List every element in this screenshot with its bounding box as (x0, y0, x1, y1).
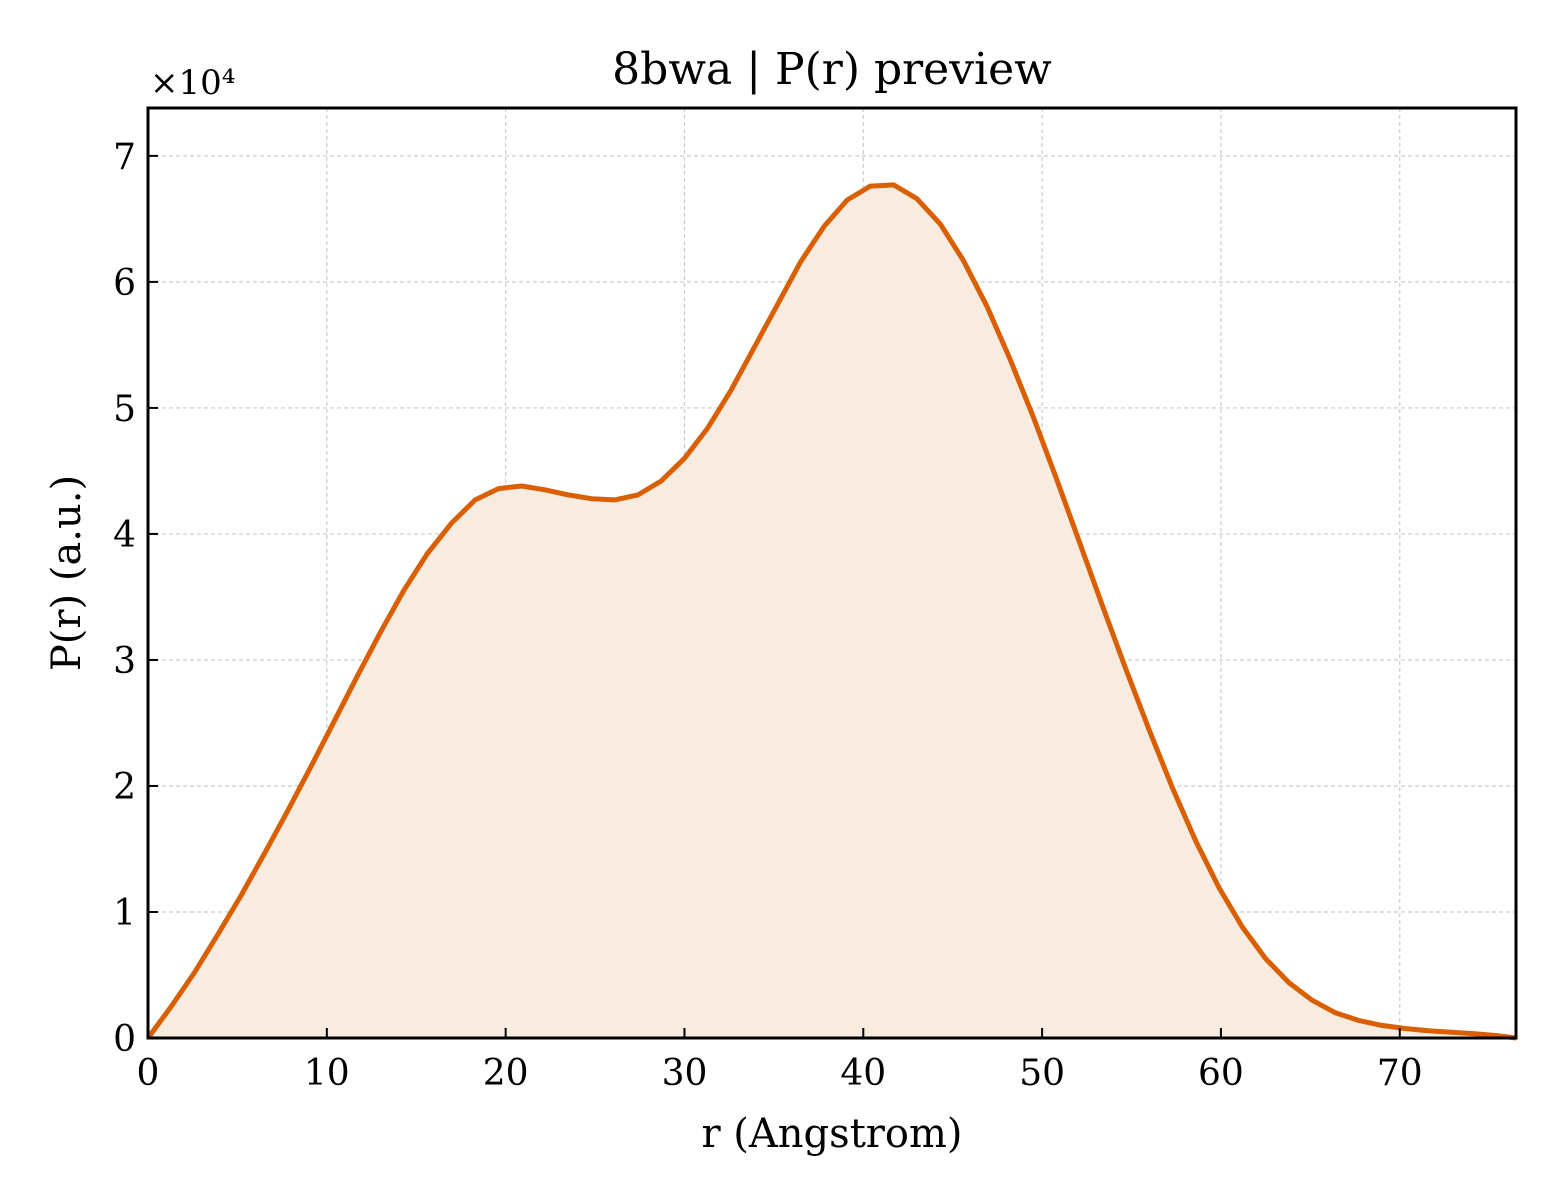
x-tick-label: 60 (1198, 1053, 1244, 1094)
ticks: 0 10 20 30 40 50 60 70 0 1 2 3 4 5 6 7 (113, 137, 1423, 1094)
x-tick-label: 0 (137, 1053, 160, 1094)
x-tick-label: 20 (483, 1053, 529, 1094)
plot-frame (146, 106, 1518, 1040)
x-tick-label: 70 (1377, 1053, 1423, 1094)
x-axis-label: r (Angstrom) (701, 1111, 962, 1157)
y-tick-label: 4 (113, 515, 136, 556)
x-tick-label: 30 (662, 1053, 708, 1094)
x-tick-label: 50 (1019, 1053, 1065, 1094)
y-tick-label: 7 (113, 137, 136, 178)
y-multiplier-label: ×10⁴ (150, 63, 235, 103)
y-tick-label: 6 (113, 263, 136, 304)
series-line (145, 182, 1517, 1041)
y-tick-label: 2 (113, 767, 136, 808)
y-tick-label: 0 (113, 1019, 136, 1060)
series-area-fill (148, 184, 1516, 1038)
x-tick-label: 40 (840, 1053, 886, 1094)
y-axis-label: P(r) (a.u.) (44, 475, 90, 671)
x-tick-label: 10 (304, 1053, 350, 1094)
y-tick-label: 1 (113, 893, 136, 934)
y-tick-label: 3 (113, 641, 136, 682)
y-tick-label: 5 (113, 389, 136, 430)
chart-title: 8bwa | P(r) preview (612, 44, 1052, 95)
